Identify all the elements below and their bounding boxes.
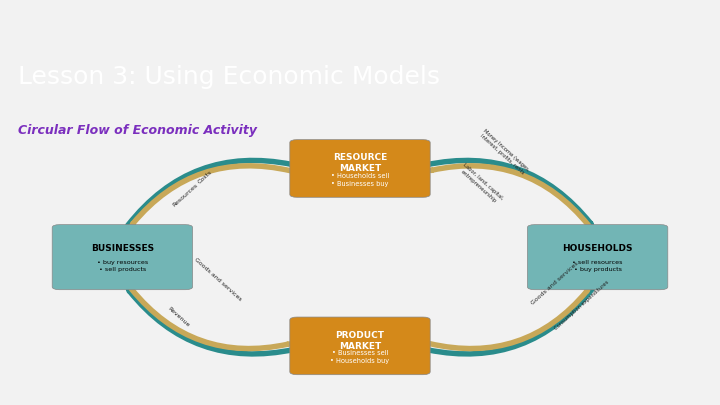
FancyArrowPatch shape <box>426 160 593 226</box>
FancyBboxPatch shape <box>527 225 668 290</box>
FancyArrowPatch shape <box>127 289 294 354</box>
Text: BUSINESSES: BUSINESSES <box>91 244 154 253</box>
Text: Goods and services: Goods and services <box>193 257 242 302</box>
Text: • Businesses sell
• Households buy: • Businesses sell • Households buy <box>330 350 390 364</box>
Text: RESOURCE
MARKET: RESOURCE MARKET <box>333 153 387 173</box>
FancyArrowPatch shape <box>127 160 294 226</box>
Text: • Households sell
• Businesses buy: • Households sell • Businesses buy <box>331 173 389 187</box>
Text: • sell resources
• buy products: • sell resources • buy products <box>572 260 623 272</box>
Text: Revenue: Revenue <box>167 307 190 328</box>
FancyBboxPatch shape <box>289 140 430 197</box>
Text: Labor, land, capital,
entrepreneurship: Labor, land, capital, entrepreneurship <box>458 162 504 206</box>
Text: • buy resources
• sell products: • buy resources • sell products <box>96 260 148 272</box>
Text: Circular Flow of Economic Activity: Circular Flow of Economic Activity <box>18 124 257 136</box>
FancyArrowPatch shape <box>131 165 291 226</box>
FancyArrowPatch shape <box>131 288 291 349</box>
FancyArrowPatch shape <box>426 288 593 354</box>
Text: Money Income (wages,
Interest, profits, rents: Money Income (wages, Interest, profits, … <box>478 128 530 177</box>
Text: Goods and services: Goods and services <box>530 261 579 306</box>
Text: Resources: Resources <box>172 182 199 207</box>
FancyBboxPatch shape <box>289 317 430 375</box>
Text: PRODUCT
MARKET: PRODUCT MARKET <box>336 330 384 351</box>
FancyBboxPatch shape <box>53 225 193 290</box>
Text: Costs: Costs <box>197 170 213 185</box>
Text: Consumption expenditures: Consumption expenditures <box>554 279 610 330</box>
Text: HOUSEHOLDS: HOUSEHOLDS <box>562 244 633 253</box>
FancyArrowPatch shape <box>429 289 589 349</box>
FancyArrowPatch shape <box>429 165 589 226</box>
Text: Lesson 3: Using Economic Models: Lesson 3: Using Economic Models <box>18 65 440 89</box>
